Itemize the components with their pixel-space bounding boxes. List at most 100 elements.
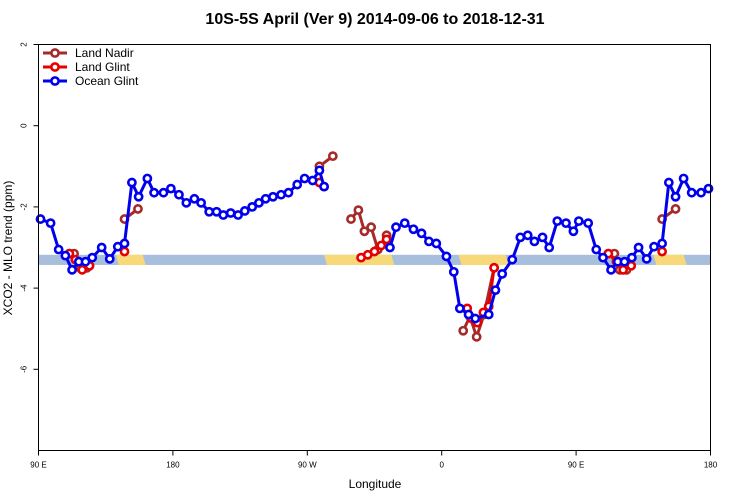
data-point	[67, 264, 77, 275]
data-point	[87, 252, 98, 263]
data-point	[239, 206, 250, 216]
x-tick-label: 90 W	[298, 461, 317, 470]
data-point	[552, 216, 563, 227]
data-point	[686, 187, 697, 198]
data-point	[537, 232, 548, 243]
x-tick-label: 0	[439, 461, 444, 470]
land-band-segment-2	[458, 254, 509, 265]
data-point	[96, 242, 107, 253]
data-point	[346, 214, 356, 224]
data-point	[463, 309, 474, 320]
series-layer	[35, 151, 714, 342]
data-point	[431, 238, 442, 249]
chart-title: 10S-5S April (Ver 9) 2014-09-06 to 2018-…	[205, 11, 544, 28]
data-point	[507, 254, 518, 265]
data-point	[233, 210, 243, 220]
data-point	[283, 187, 294, 198]
data-point	[633, 242, 644, 253]
data-point	[568, 226, 579, 237]
data-point	[196, 197, 207, 208]
data-point	[649, 241, 659, 252]
data-point	[529, 236, 540, 247]
data-point	[606, 264, 616, 275]
data-point	[416, 228, 427, 239]
y-axis-label: XCO2 - MLO trend (ppm)	[1, 181, 15, 316]
y-tick-label: -6	[20, 365, 29, 373]
legend-item: Ocean Glint	[43, 74, 139, 88]
data-point	[470, 313, 481, 324]
data-point	[119, 238, 130, 249]
data-point	[369, 246, 380, 257]
data-point	[174, 189, 184, 200]
data-point	[45, 218, 56, 229]
data-point	[133, 204, 143, 214]
x-axis: 90 E 180 90 W 0 90 E 180	[30, 450, 718, 470]
x-tick-label: 180	[704, 461, 718, 470]
legend-marker	[50, 62, 60, 72]
data-point	[319, 181, 329, 192]
y-tick-label: -2	[20, 203, 29, 211]
data-point	[327, 151, 338, 162]
land-band-segment-3	[653, 254, 687, 265]
series-ocean-glint	[35, 165, 714, 324]
data-point	[458, 325, 469, 336]
y-tick-label: 2	[20, 42, 29, 47]
x-tick-label: 180	[166, 461, 180, 470]
data-point	[619, 256, 630, 267]
x-axis-label: Longitude	[349, 477, 402, 491]
data-point	[376, 240, 387, 251]
y-axis: -6 -4 -2 0 2	[20, 42, 39, 373]
data-point	[598, 252, 608, 263]
data-point	[657, 238, 668, 249]
data-point	[641, 253, 652, 264]
data-point	[254, 197, 264, 208]
data-point	[618, 264, 629, 275]
data-point	[703, 183, 714, 194]
data-point	[133, 191, 144, 202]
legend-marker	[50, 76, 60, 86]
legend-item: Land Glint	[43, 60, 130, 74]
data-point	[381, 234, 392, 245]
data-point	[158, 187, 169, 198]
data-point	[573, 216, 584, 227]
data-point	[189, 193, 200, 204]
data-point	[454, 303, 465, 314]
data-point	[268, 191, 278, 202]
series-land-nadir	[64, 151, 681, 342]
data-point	[591, 244, 602, 255]
data-point	[366, 222, 377, 233]
data-point	[77, 264, 88, 275]
data-point	[583, 218, 594, 229]
data-point	[104, 253, 115, 264]
data-point	[385, 242, 395, 253]
data-point	[544, 242, 555, 253]
y-tick-label: 0	[20, 123, 29, 128]
data-point	[441, 251, 452, 262]
data-point	[149, 187, 159, 198]
data-point	[670, 204, 681, 214]
legend-item: Land Nadir	[43, 46, 134, 60]
data-point	[399, 218, 410, 229]
data-point	[314, 165, 325, 176]
data-point	[522, 230, 533, 241]
data-point	[292, 179, 303, 190]
x-tick-label: 90 E	[30, 461, 46, 470]
data-point	[626, 252, 637, 263]
data-point	[35, 214, 46, 224]
data-point	[353, 205, 364, 216]
legend-label: Land Glint	[75, 60, 130, 74]
data-point	[391, 222, 401, 233]
data-point	[299, 173, 310, 184]
data-point	[663, 177, 674, 188]
data-point	[561, 218, 571, 229]
data-point	[408, 224, 419, 235]
land-band-segment-0	[115, 254, 146, 265]
y-tick-label: -4	[20, 284, 29, 292]
data-point	[60, 250, 71, 261]
data-point	[678, 173, 689, 184]
data-point	[53, 244, 64, 255]
data-point	[127, 177, 137, 188]
series-land-glint	[64, 177, 668, 328]
data-point	[80, 256, 91, 267]
data-point	[448, 266, 459, 277]
